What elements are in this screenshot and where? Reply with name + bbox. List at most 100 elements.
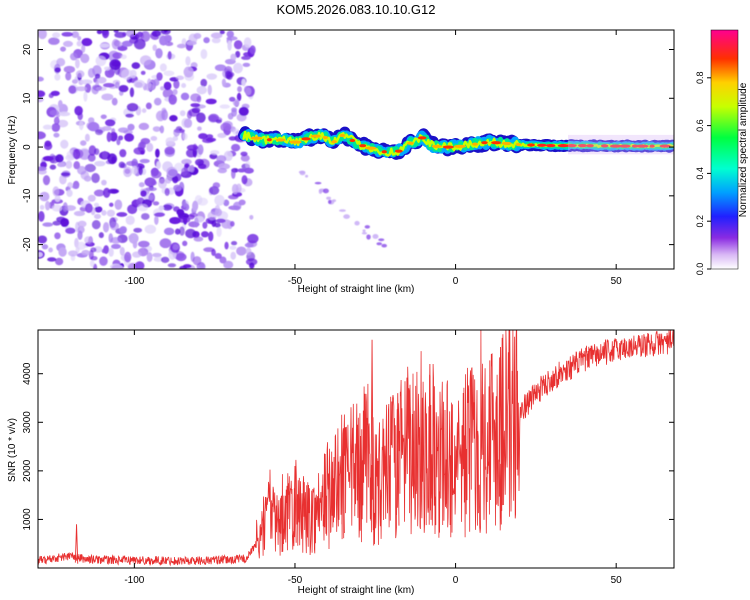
snr-x-axis-label: Height of straight line (km) — [298, 585, 415, 596]
noise-blob — [133, 79, 146, 89]
snr-y-axis-label: SNR (10 * v/v) — [7, 418, 18, 482]
noise-blob — [78, 120, 84, 131]
noise-blob — [163, 227, 175, 236]
colorbar-ticks: 0.0 0.2 0.4 0.6 0.8 — [695, 72, 711, 275]
noise-blob — [101, 93, 114, 101]
noise-blob — [174, 228, 181, 235]
noise-blob — [169, 115, 178, 122]
noise-blob — [111, 264, 124, 269]
signal-core — [442, 145, 454, 149]
noise-blob — [179, 226, 185, 236]
noise-blob — [87, 67, 96, 78]
noise-blob — [237, 86, 242, 93]
noise-blob — [71, 79, 78, 84]
noise-blob — [140, 70, 146, 75]
signal-core — [472, 142, 478, 146]
signal-core — [349, 138, 356, 143]
noise-blob — [152, 252, 162, 258]
noise-blob — [93, 202, 100, 208]
noise-blob — [165, 137, 175, 146]
noise-blob — [182, 201, 187, 208]
signal-core — [635, 144, 649, 148]
noise-blob — [178, 216, 191, 224]
noise-blob — [191, 107, 201, 114]
noise-blob — [74, 105, 83, 116]
noise-blob — [54, 232, 61, 240]
noise-blob — [83, 91, 88, 102]
snr-frame — [37, 329, 675, 569]
noise-blob — [224, 70, 232, 80]
noise-blob — [91, 173, 100, 184]
noise-blob — [38, 90, 46, 98]
noise-blob — [220, 122, 232, 132]
noise-blob — [52, 32, 61, 38]
colorbar-tick-label: 0.2 — [695, 215, 705, 228]
noise-blob — [61, 31, 74, 37]
noise-blob — [121, 69, 133, 80]
noise-blob — [249, 45, 256, 55]
y-tick-label: -20 — [22, 237, 33, 252]
noise-blob — [104, 68, 115, 78]
noise-blob — [163, 70, 175, 77]
noise-blob — [84, 83, 92, 93]
noise-blob — [96, 30, 103, 35]
x-tick-label: -50 — [288, 276, 303, 287]
x-tick-label: -100 — [124, 276, 144, 287]
snr-series-line — [38, 330, 674, 567]
y-tick-label: 1000 — [22, 508, 33, 531]
noise-blob — [77, 220, 87, 228]
noise-blob — [109, 59, 121, 71]
noise-blob — [75, 70, 85, 78]
noise-blob — [205, 134, 214, 139]
noise-blob — [105, 119, 116, 127]
noise-blob — [106, 131, 112, 143]
noise-blob — [173, 184, 182, 192]
noise-blob — [49, 109, 60, 116]
noise-blob — [45, 200, 51, 211]
noise-blob — [96, 76, 107, 84]
noise-blob — [152, 44, 157, 52]
noise-blob — [150, 135, 158, 141]
noise-blob — [190, 93, 202, 102]
noise-blob — [223, 199, 230, 207]
noise-blob — [57, 99, 63, 109]
noise-blob — [161, 109, 168, 121]
noise-blob — [38, 252, 43, 258]
noise-blob — [155, 148, 160, 158]
noise-blob — [361, 231, 368, 235]
noise-blob — [63, 65, 76, 74]
noise-blob — [223, 260, 234, 269]
y-tick-label: 4000 — [22, 362, 33, 385]
noise-blob — [127, 204, 138, 215]
noise-blob — [194, 217, 199, 228]
noise-blob — [164, 146, 175, 155]
noise-blob — [48, 37, 60, 45]
noise-blob — [235, 50, 241, 58]
noise-blob — [146, 252, 153, 263]
noise-blob — [240, 151, 248, 157]
noise-blob — [233, 40, 243, 50]
noise-blob — [58, 247, 67, 257]
noise-blob — [154, 215, 159, 225]
noise-blob — [245, 87, 252, 96]
noise-blob — [67, 182, 73, 189]
snr-x-ticks: -100 -50 0 50 — [124, 330, 622, 586]
noise-blob — [68, 250, 78, 257]
noise-blob — [91, 84, 100, 95]
noise-blob — [107, 188, 120, 194]
noise-blob — [154, 212, 166, 217]
noise-blob — [152, 201, 160, 206]
noise-blob — [172, 175, 179, 184]
colorbar-tick-label: 0.8 — [695, 72, 705, 85]
noise-blob — [126, 160, 139, 167]
noise-blob — [138, 182, 145, 188]
noise-blob — [227, 40, 232, 51]
noise-blob — [52, 186, 60, 197]
noise-blob — [182, 133, 188, 140]
y-tick-label: 0 — [22, 144, 33, 150]
noise-blob — [189, 164, 195, 173]
noise-blob — [243, 167, 254, 174]
x-tick-label: 50 — [611, 575, 623, 586]
noise-blob — [101, 210, 107, 216]
noise-blob — [332, 199, 337, 202]
